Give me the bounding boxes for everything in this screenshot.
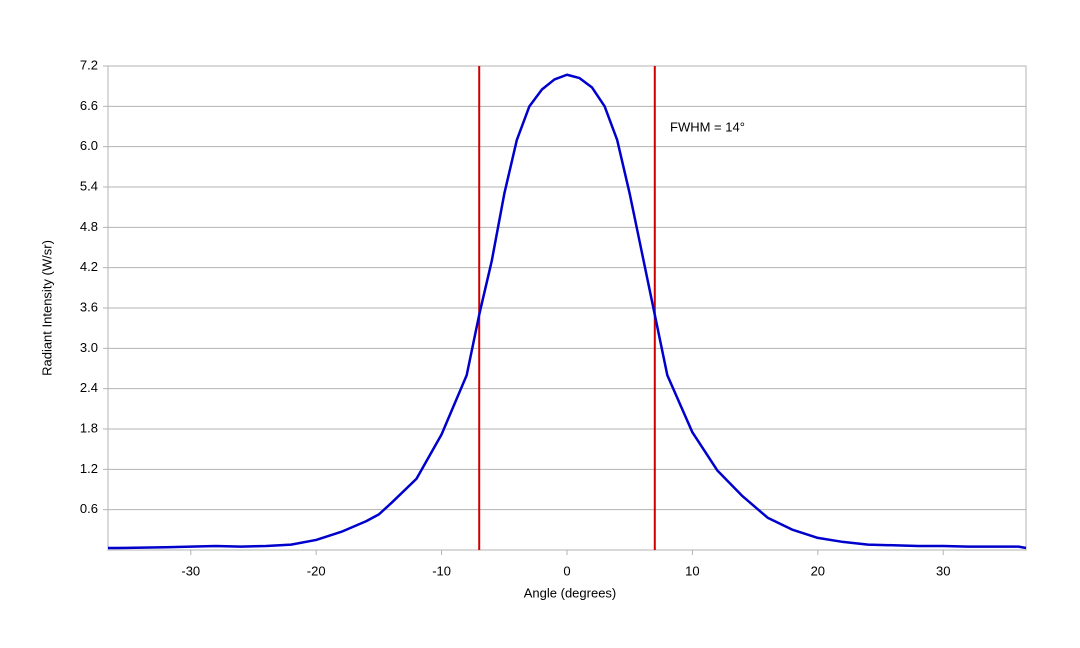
y-tick-label: 6.0 [80,138,98,153]
x-tick-label: 10 [685,563,699,578]
y-tick-label: 5.4 [80,178,98,193]
y-tick-label: 6.6 [80,98,98,113]
y-axis-label: Radiant Intensity (W/sr) [39,240,54,376]
data-line [108,73,1027,550]
y-tick-label: 7.2 [80,57,98,72]
y-tick-label: 1.2 [80,461,98,476]
plot-border [107,65,1027,551]
x-tick-label: 20 [811,563,825,578]
x-axis-label: Angle (degrees) [524,585,617,600]
y-tick-label: 4.8 [80,219,98,234]
y-tick-label: 0.6 [80,501,98,516]
x-tick-label: -10 [432,563,451,578]
y-tick-label: 3.0 [80,340,98,355]
y-tick-label: 1.8 [80,420,98,435]
annotation: FWHM = 14° [670,119,745,134]
x-tick-label: -20 [307,563,326,578]
x-tick-label: 0 [563,563,570,578]
y-tick-label: 3.6 [80,299,98,314]
x-tick-label: -30 [181,563,200,578]
y-tick-label: 4.2 [80,259,98,274]
x-tick-label: 30 [936,563,950,578]
y-tick-label: 2.4 [80,380,98,395]
